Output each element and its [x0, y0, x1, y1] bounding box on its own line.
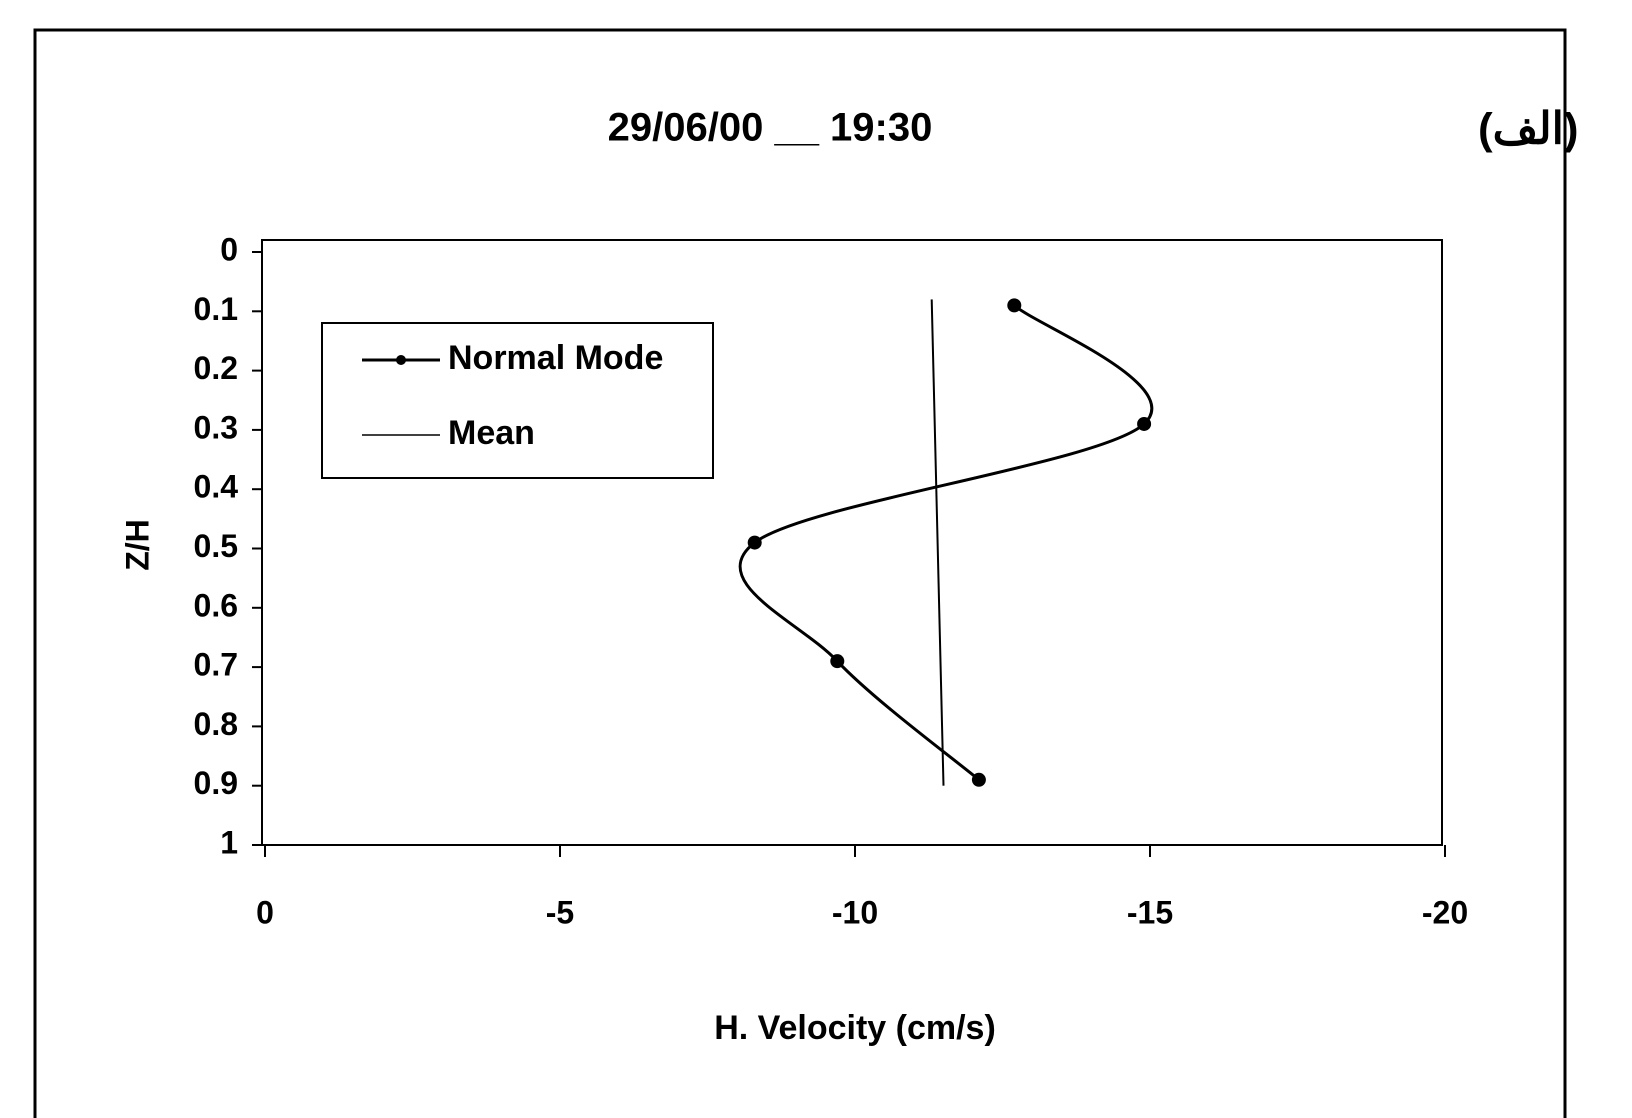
x-tick-label: -15 — [1127, 894, 1173, 930]
x-tick-label: -10 — [832, 894, 878, 930]
chart-title: 29/06/00 __ 19:30 — [608, 106, 933, 150]
y-tick-label: 0.3 — [194, 409, 238, 445]
legend-label: Normal Mode — [448, 339, 663, 377]
marker — [1137, 416, 1152, 431]
y-axis-label: Z/H — [119, 519, 155, 571]
y-tick-label: 1 — [220, 824, 238, 860]
x-axis-label: H. Velocity (cm/s) — [714, 1009, 996, 1047]
x-tick-label: -20 — [1422, 894, 1468, 930]
y-tick-label: 0.5 — [194, 528, 238, 564]
legend-label: Mean — [448, 414, 535, 452]
marker — [830, 654, 845, 669]
y-tick-label: 0.9 — [194, 765, 238, 801]
y-tick-label: 0.7 — [194, 647, 238, 683]
legend — [321, 322, 714, 479]
y-tick-label: 0 — [220, 231, 238, 267]
plot-area — [261, 239, 1443, 846]
marker — [747, 535, 762, 550]
series-line — [930, 299, 945, 786]
x-tick-label: -5 — [546, 894, 574, 930]
legend-marker — [396, 355, 406, 365]
y-tick-label: 0.6 — [194, 587, 238, 623]
series-line — [738, 304, 1154, 781]
y-tick-label: 0.2 — [194, 350, 238, 386]
annotation: (الف) — [1478, 105, 1578, 154]
marker — [1007, 298, 1022, 313]
marker — [971, 772, 986, 787]
y-tick-label: 0.1 — [194, 291, 238, 327]
y-tick-label: 0.8 — [194, 706, 238, 742]
x-tick-label: 0 — [256, 894, 274, 930]
y-tick-label: 0.4 — [194, 469, 239, 505]
frame — [33, 28, 1567, 1118]
